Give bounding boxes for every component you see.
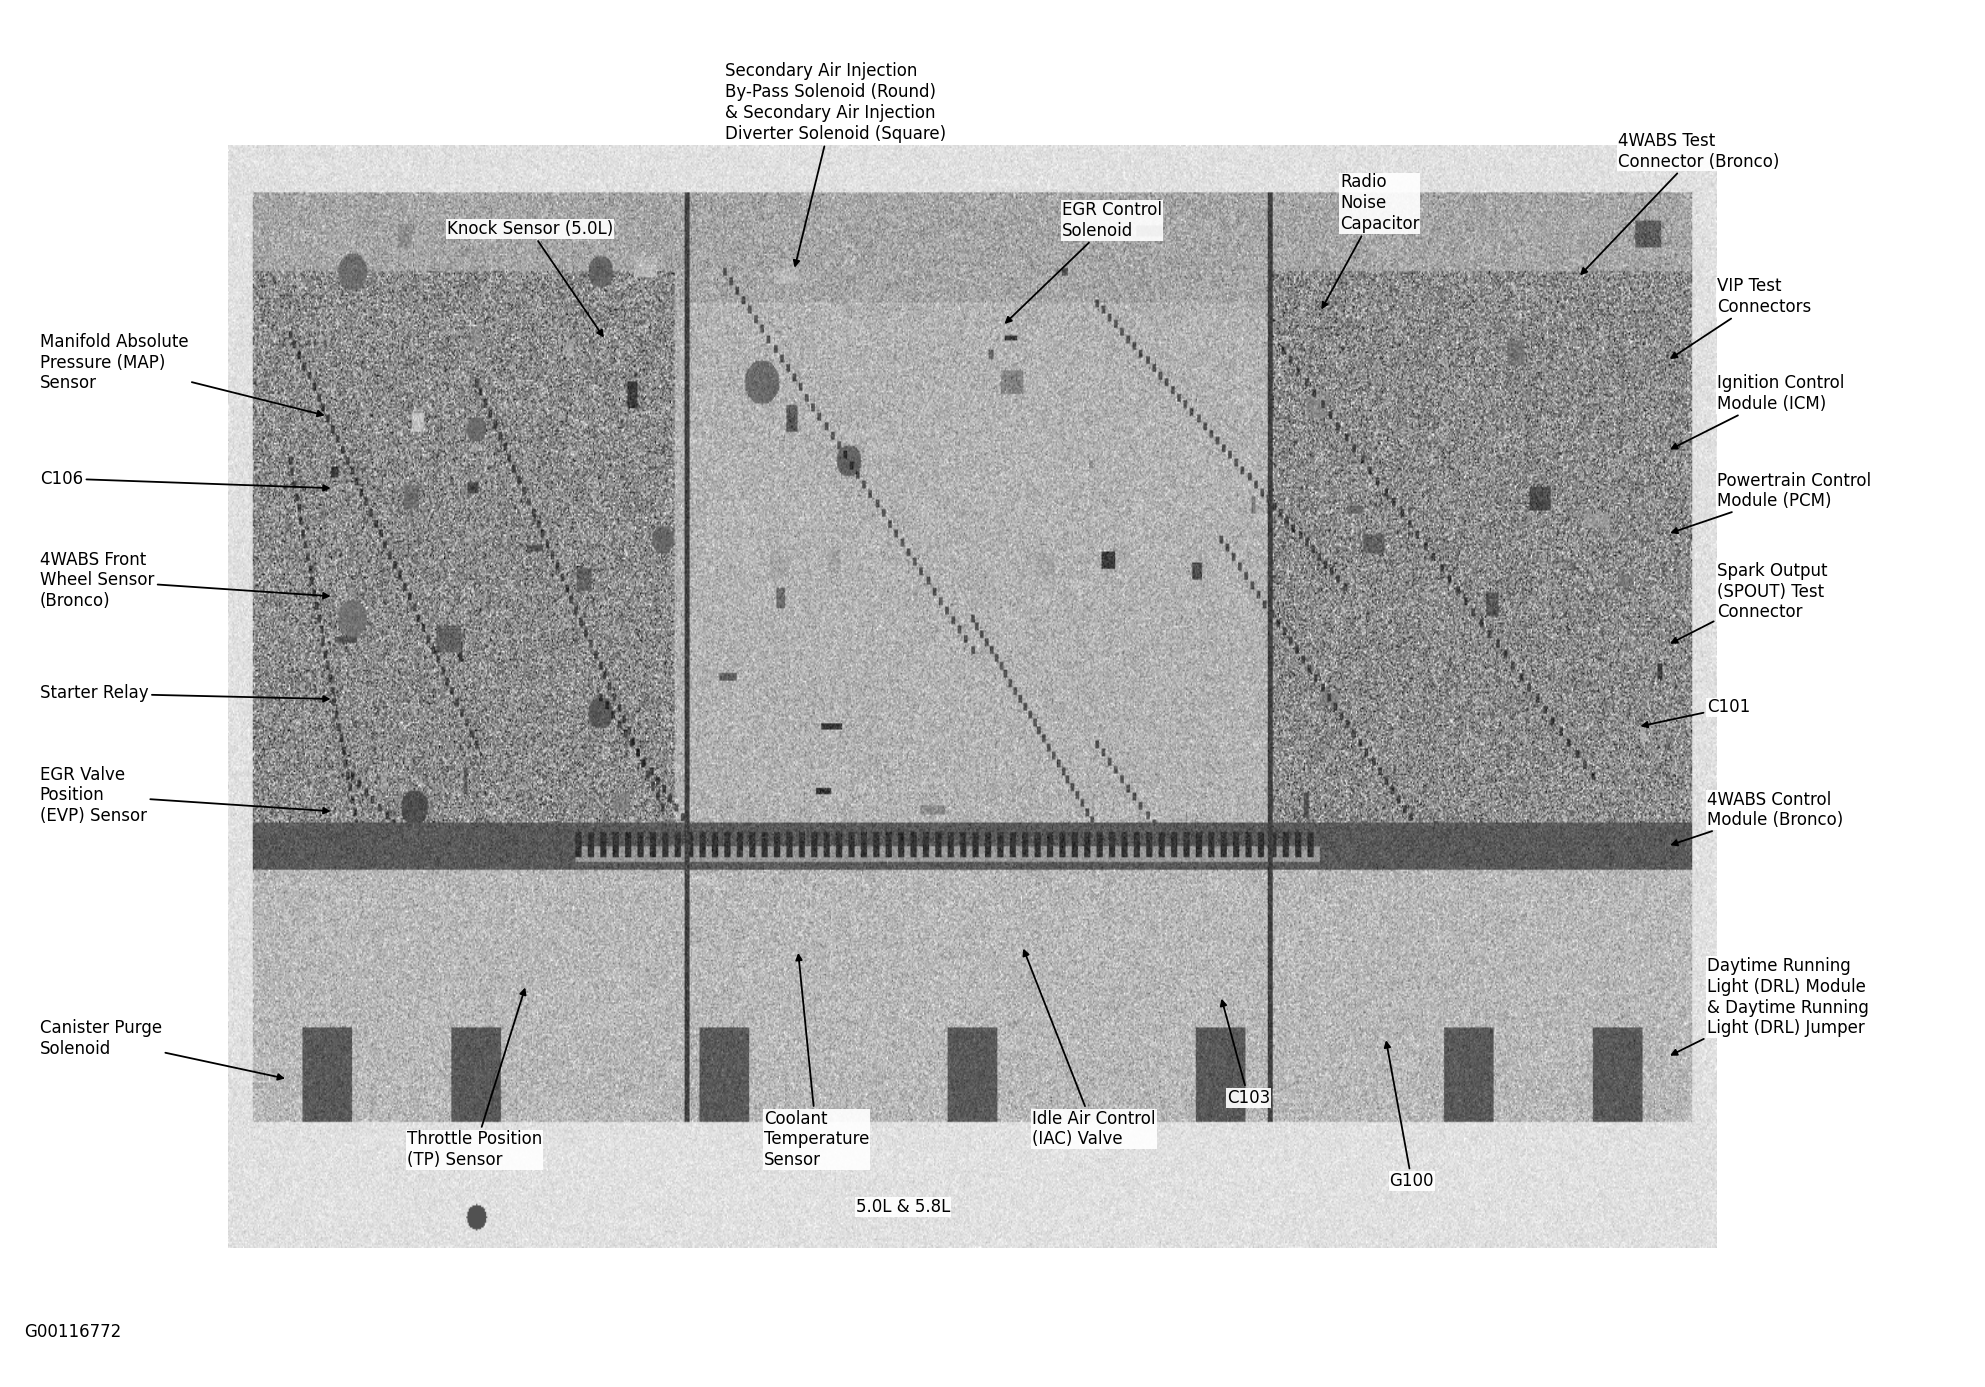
Text: G100: G100	[1386, 1042, 1433, 1190]
Text: Canister Purge
Solenoid: Canister Purge Solenoid	[40, 1019, 284, 1079]
Text: Daytime Running
Light (DRL) Module
& Daytime Running
Light (DRL) Jumper: Daytime Running Light (DRL) Module & Day…	[1671, 957, 1870, 1054]
Text: EGR Control
Solenoid: EGR Control Solenoid	[1006, 201, 1161, 323]
Text: Manifold Absolute
Pressure (MAP)
Sensor: Manifold Absolute Pressure (MAP) Sensor	[40, 333, 324, 416]
Text: Starter Relay: Starter Relay	[40, 685, 330, 702]
Text: VIP Test
Connectors: VIP Test Connectors	[1671, 277, 1810, 358]
Text: Throttle Position
(TP) Sensor: Throttle Position (TP) Sensor	[407, 989, 542, 1169]
Text: Secondary Air Injection
By-Pass Solenoid (Round)
& Secondary Air Injection
Diver: Secondary Air Injection By-Pass Solenoid…	[725, 62, 945, 266]
Text: 4WABS Front
Wheel Sensor
(Bronco): 4WABS Front Wheel Sensor (Bronco)	[40, 551, 330, 610]
Text: Powertrain Control
Module (PCM): Powertrain Control Module (PCM)	[1671, 472, 1872, 533]
Text: C106: C106	[40, 470, 330, 491]
Text: Idle Air Control
(IAC) Valve: Idle Air Control (IAC) Valve	[1024, 950, 1155, 1148]
Text: G00116772: G00116772	[24, 1323, 121, 1340]
Text: C103: C103	[1221, 1000, 1270, 1107]
Text: 5.0L & 5.8L: 5.0L & 5.8L	[856, 1198, 951, 1215]
Text: 4WABS Test
Connector (Bronco): 4WABS Test Connector (Bronco)	[1582, 132, 1779, 273]
Text: Ignition Control
Module (ICM): Ignition Control Module (ICM)	[1671, 374, 1844, 448]
Text: 4WABS Control
Module (Bronco): 4WABS Control Module (Bronco)	[1671, 791, 1844, 846]
Text: Radio
Noise
Capacitor: Radio Noise Capacitor	[1322, 173, 1419, 308]
Text: EGR Valve
Position
(EVP) Sensor: EGR Valve Position (EVP) Sensor	[40, 766, 330, 825]
Text: Spark Output
(SPOUT) Test
Connector: Spark Output (SPOUT) Test Connector	[1671, 562, 1828, 642]
Text: Coolant
Temperature
Sensor: Coolant Temperature Sensor	[764, 954, 869, 1169]
Text: C101: C101	[1642, 699, 1751, 727]
Text: Knock Sensor (5.0L): Knock Sensor (5.0L)	[447, 221, 613, 336]
